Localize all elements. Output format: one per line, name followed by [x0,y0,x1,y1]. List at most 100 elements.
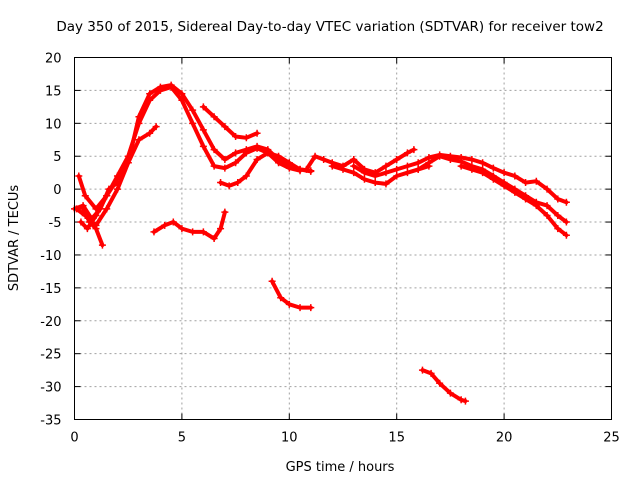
data-point-marker [511,172,519,180]
data-point-marker [178,90,186,98]
data-point-marker [232,159,240,167]
data-point-marker [156,86,164,94]
data-point-marker [522,179,530,187]
series-line [201,104,260,140]
data-point-marker [210,146,218,154]
data-point-marker [554,195,562,203]
data-point-marker [98,241,106,249]
data-point-marker [285,159,293,167]
data-point-marker [393,165,401,173]
data-point-marker [562,231,570,239]
data-point-marker [532,177,540,185]
data-point-marker [199,126,207,134]
data-point-marker [511,188,519,196]
y-tick-label: -25 [40,348,61,363]
series-line [420,368,468,404]
series-line [218,150,313,188]
y-tick-label: -15 [40,282,61,297]
series-line [76,124,159,211]
data-point-marker [242,149,250,157]
data-point-marker [393,156,401,164]
y-tick-label: -30 [40,381,61,396]
data-point-marker [81,192,89,200]
data-point-marker [88,215,96,223]
data-point-marker [75,172,83,180]
data-point-marker [92,225,100,233]
y-tick-label: -20 [40,315,61,330]
data-point-marker [152,123,160,131]
tick-labels: 0 5 10 15 20 25 -35 -30 -25 -20 -15 -10 -5 0 5 10 15 20 [40,52,620,446]
data-point-marker [221,123,229,131]
x-tick-label: 5 [178,431,186,446]
data-point-marker [339,165,347,173]
series-track-7 [199,103,261,142]
data-point-marker [221,208,229,216]
data-point-marker [457,396,465,404]
data-point-marker [210,113,218,121]
x-tick-label: 25 [603,431,620,446]
data-point-marker [307,304,315,312]
data-point-marker [554,225,562,233]
data-point-marker [189,106,197,114]
data-point-marker [167,83,175,91]
data-point-marker [217,225,225,233]
data-point-marker [328,162,336,170]
y-tick-label: 5 [53,150,61,165]
data-point-marker [350,169,358,177]
series-track-10 [302,146,418,177]
data-point-marker [210,162,218,170]
data-point-marker [410,146,418,154]
data-point-marker [135,119,143,127]
data-point-marker [210,235,218,242]
data-point-marker [296,304,304,312]
series-track-14 [457,162,570,239]
data-point-marker [479,169,487,177]
y-tick-label: -35 [40,414,61,429]
data-point-marker [189,119,197,127]
data-point-marker [221,156,229,164]
data-point-marker [554,211,562,219]
data-point-marker [199,142,207,150]
data-point-marker [169,218,177,226]
data-point-marker [242,172,250,180]
chart-title: Day 350 of 2015, Sidereal Day-to-day VTE… [56,19,603,35]
data-point-marker [77,218,85,226]
data-point-marker [403,149,411,157]
data-point-marker [532,202,540,210]
data-point-marker [225,182,233,190]
data-point-marker [360,169,368,177]
series-track-11 [328,162,433,188]
y-tick-label: 10 [45,117,62,132]
data-point-marker [414,159,422,167]
x-tick-label: 10 [281,431,298,446]
data-point-marker [277,294,285,302]
data-point-marker [275,152,283,160]
data-point-marker [96,205,104,213]
data-point-marker [543,211,551,219]
data-point-marker [302,165,310,173]
data-point-marker [562,198,570,206]
data-point-marker [360,175,368,183]
series-track-9 [268,277,315,312]
y-tick-label: 15 [45,84,62,99]
series-track-3 [75,123,160,213]
grid [74,57,612,420]
data-point-marker [427,369,435,377]
data-point-marker [146,90,154,98]
data-point-marker [307,167,315,175]
data-point-marker [234,179,242,187]
y-axis-label: SDTVAR / TECUs [7,185,22,292]
data-point-marker [468,165,476,173]
data-point-marker [146,96,154,104]
data-point-marker [436,379,444,387]
x-tick-label: 0 [70,431,78,446]
data-point-marker [253,156,261,164]
data-point-marker [232,132,240,140]
data-point-marker [150,228,158,236]
data-point-marker [178,96,186,104]
data-point-marker [113,179,121,187]
y-tick-label: -10 [40,249,61,264]
data-point-marker [418,366,426,374]
data-point-marker [79,202,87,210]
x-axis-label: GPS time / hours [286,460,395,475]
